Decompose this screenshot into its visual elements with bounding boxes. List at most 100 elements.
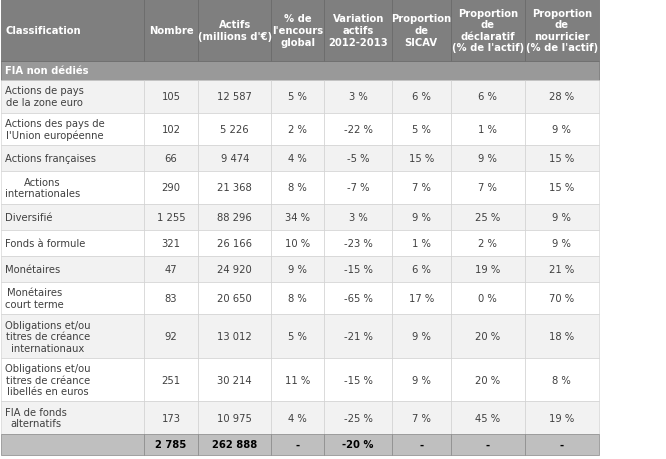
Bar: [392, 358, 450, 401]
Bar: [271, 81, 324, 113]
Bar: [450, 434, 525, 455]
Bar: [1, 401, 144, 434]
Bar: [392, 146, 450, 172]
Bar: [271, 434, 324, 455]
Bar: [271, 230, 324, 256]
Text: 1 255: 1 255: [157, 212, 185, 222]
Bar: [450, 282, 525, 315]
Bar: [450, 358, 525, 401]
Text: 25 %: 25 %: [475, 212, 500, 222]
Bar: [525, 358, 599, 401]
Text: -15 %: -15 %: [344, 264, 373, 274]
Text: 17 %: 17 %: [409, 293, 434, 303]
Bar: [1, 282, 144, 315]
Bar: [1, 358, 144, 401]
Text: 3 %: 3 %: [349, 92, 368, 102]
Text: 20 %: 20 %: [475, 331, 500, 341]
Bar: [324, 113, 392, 146]
Text: 8 %: 8 %: [288, 183, 307, 193]
Bar: [144, 434, 198, 455]
Bar: [1, 230, 144, 256]
Text: 66: 66: [165, 154, 177, 164]
Text: Actions françaises: Actions françaises: [5, 154, 96, 164]
Bar: [198, 113, 271, 146]
Text: 2 785: 2 785: [155, 439, 186, 449]
Bar: [198, 315, 271, 358]
Text: 2 %: 2 %: [478, 238, 497, 248]
Bar: [198, 282, 271, 315]
Text: -5 %: -5 %: [347, 154, 370, 164]
Bar: [392, 81, 450, 113]
Text: Proportion
de
SICAV: Proportion de SICAV: [391, 14, 452, 47]
Bar: [450, 146, 525, 172]
Bar: [525, 0, 599, 62]
Text: 5 %: 5 %: [412, 124, 431, 134]
Bar: [144, 401, 198, 434]
Bar: [271, 315, 324, 358]
Bar: [144, 0, 198, 62]
Bar: [525, 401, 599, 434]
Bar: [324, 358, 392, 401]
Bar: [198, 230, 271, 256]
Bar: [144, 230, 198, 256]
Bar: [392, 434, 450, 455]
Bar: [198, 358, 271, 401]
Bar: [1, 434, 144, 455]
Text: 9 %: 9 %: [552, 238, 571, 248]
Text: 262 888: 262 888: [212, 439, 257, 449]
Text: -: -: [486, 439, 490, 449]
Text: 5 %: 5 %: [288, 331, 307, 341]
Text: 15 %: 15 %: [409, 154, 434, 164]
Bar: [144, 81, 198, 113]
Text: Actifs
(millions d'€): Actifs (millions d'€): [198, 20, 272, 42]
Text: FIA de fonds
alternatifs: FIA de fonds alternatifs: [5, 407, 67, 428]
Text: Diversifié: Diversifié: [5, 212, 53, 222]
Text: 6 %: 6 %: [478, 92, 497, 102]
Text: Actions des pays de
l'Union européenne: Actions des pays de l'Union européenne: [5, 118, 105, 140]
Bar: [392, 172, 450, 204]
Bar: [198, 256, 271, 282]
Bar: [1, 172, 144, 204]
Text: 1 %: 1 %: [478, 124, 497, 134]
Text: 1 %: 1 %: [412, 238, 431, 248]
Text: Monétaires
court terme: Monétaires court terme: [5, 288, 64, 309]
Text: 290: 290: [161, 183, 180, 193]
Bar: [1, 204, 144, 230]
Text: 6 %: 6 %: [412, 264, 431, 274]
Bar: [1, 0, 144, 62]
Bar: [392, 230, 450, 256]
Bar: [271, 113, 324, 146]
Bar: [324, 204, 392, 230]
Bar: [324, 230, 392, 256]
Bar: [271, 146, 324, 172]
Bar: [450, 256, 525, 282]
Bar: [198, 434, 271, 455]
Text: 9 %: 9 %: [412, 375, 431, 385]
Bar: [450, 315, 525, 358]
Bar: [1, 256, 144, 282]
Text: 105: 105: [161, 92, 180, 102]
Bar: [1, 113, 144, 146]
Bar: [525, 204, 599, 230]
Text: Obligations et/ou
titres de créance
internationaux: Obligations et/ou titres de créance inte…: [5, 320, 91, 353]
Bar: [144, 256, 198, 282]
Bar: [271, 282, 324, 315]
Text: 13 012: 13 012: [217, 331, 252, 341]
Text: Proportion
de
nourricier
(% de l'actif): Proportion de nourricier (% de l'actif): [525, 9, 598, 53]
Text: 12 587: 12 587: [217, 92, 252, 102]
Text: 19 %: 19 %: [549, 413, 574, 423]
Text: 3 %: 3 %: [349, 212, 368, 222]
Bar: [525, 81, 599, 113]
Bar: [271, 0, 324, 62]
Text: -: -: [296, 439, 300, 449]
Bar: [450, 401, 525, 434]
Text: 10 %: 10 %: [285, 238, 310, 248]
Text: 9 %: 9 %: [412, 331, 431, 341]
Bar: [198, 401, 271, 434]
Text: 45 %: 45 %: [475, 413, 500, 423]
Text: 15 %: 15 %: [549, 154, 574, 164]
Text: 7 %: 7 %: [412, 183, 431, 193]
Bar: [271, 256, 324, 282]
Text: 20 %: 20 %: [475, 375, 500, 385]
Text: 19 %: 19 %: [475, 264, 500, 274]
